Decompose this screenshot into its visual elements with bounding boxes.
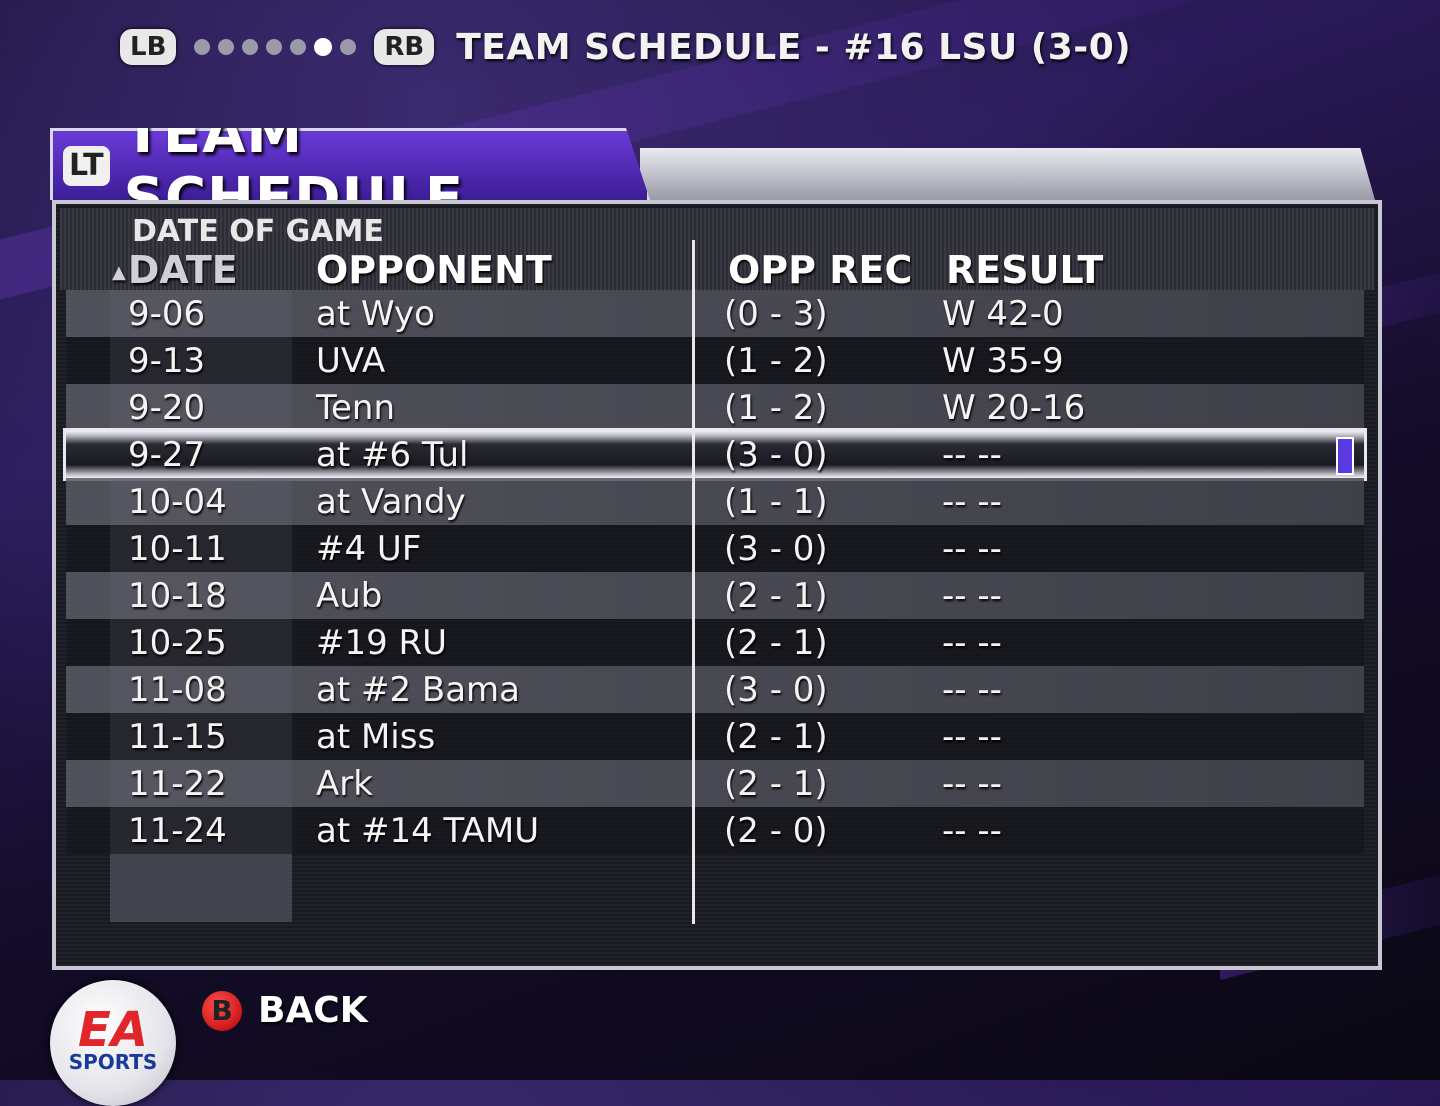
cell-date: 9-06 <box>128 293 206 334</box>
cell-date: 9-13 <box>128 340 206 381</box>
lb-button[interactable]: LB <box>120 29 177 65</box>
cell-opponent: at #2 Bama <box>316 669 521 710</box>
page-indicator <box>194 38 357 56</box>
cell-date: 11-22 <box>128 763 227 804</box>
table-row-selected[interactable]: 9-27 at #6 Tul (3 - 0) -- -- <box>63 428 1367 481</box>
cell-opponent: Ark <box>316 763 373 804</box>
cell-result: -- -- <box>942 669 1002 710</box>
cell-opp-rec: (3 - 0) <box>724 669 828 710</box>
column-header-result[interactable]: RESULT <box>946 248 1104 292</box>
page-dot <box>218 39 235 55</box>
page-dot <box>266 39 283 55</box>
table-row[interactable]: 9-13 UVA (1 - 2) W 35-9 <box>66 337 1364 384</box>
cell-date: 10-04 <box>128 481 227 522</box>
triangle-up-icon: ▲ <box>112 262 126 283</box>
tab-rail <box>640 148 1375 200</box>
table-row[interactable]: 10-25 #19 RU (2 - 1) -- -- <box>66 619 1364 666</box>
cell-date: 10-11 <box>128 528 227 569</box>
page-dot-active <box>314 38 333 56</box>
column-header-opponent[interactable]: OPPONENT <box>316 248 552 292</box>
b-button-icon: B <box>202 990 242 1031</box>
panel-title: TEAM SCHEDULE <box>123 100 465 231</box>
page-dot <box>340 39 357 55</box>
column-hint: DATE OF GAME <box>132 214 384 249</box>
cell-opponent: at #14 TAMU <box>316 810 540 851</box>
cell-result: -- -- <box>942 763 1002 804</box>
cell-result: -- -- <box>942 716 1002 757</box>
ea-sports-logo: EA SPORTS <box>50 980 176 1106</box>
cell-opp-rec: (1 - 2) <box>724 387 828 428</box>
cell-opponent: UVA <box>316 340 386 381</box>
cell-opp-rec: (2 - 1) <box>724 575 828 616</box>
cell-date: 11-24 <box>128 810 227 851</box>
cell-date: 10-18 <box>128 575 227 616</box>
cell-opponent: #4 UF <box>316 528 422 569</box>
scrollbar-thumb[interactable] <box>1336 437 1354 475</box>
cell-opponent: Aub <box>316 575 383 616</box>
cell-date: 9-20 <box>128 387 206 428</box>
column-header-date[interactable]: ▲DATE <box>112 248 238 292</box>
table-row[interactable]: 11-08 at #2 Bama (3 - 0) -- -- <box>66 666 1364 713</box>
table-row[interactable]: 11-22 Ark (2 - 1) -- -- <box>66 760 1364 807</box>
table-row[interactable]: 10-11 #4 UF (3 - 0) -- -- <box>66 525 1364 572</box>
back-button[interactable]: B BACK <box>202 990 368 1031</box>
cell-opp-rec: (3 - 0) <box>724 434 828 475</box>
screen-title: TEAM SCHEDULE - #16 LSU (3-0) <box>456 26 1132 68</box>
cell-date: 9-27 <box>128 434 206 475</box>
rb-button[interactable]: RB <box>374 29 435 65</box>
cell-result: -- -- <box>942 575 1002 616</box>
cell-opponent: at Miss <box>316 716 436 757</box>
cell-result: -- -- <box>942 810 1002 851</box>
cell-result: -- -- <box>942 481 1002 522</box>
cell-date: 10-25 <box>128 622 227 663</box>
schedule-panel: DATE OF GAME ▲DATE OPPONENT OPP REC RESU… <box>52 200 1382 970</box>
cell-date: 11-15 <box>128 716 227 757</box>
cell-opp-rec: (2 - 1) <box>724 763 828 804</box>
cell-opp-rec: (2 - 1) <box>724 716 828 757</box>
top-nav-bar: LB RB TEAM SCHEDULE - #16 LSU (3-0) <box>120 22 1131 72</box>
lt-button[interactable]: LT <box>63 145 110 186</box>
cell-opponent: at Vandy <box>316 481 466 522</box>
cell-result: W 35-9 <box>942 340 1064 381</box>
cell-opponent: #19 RU <box>316 622 448 663</box>
table-row[interactable]: 10-18 Aub (2 - 1) -- -- <box>66 572 1364 619</box>
page-dot <box>242 39 259 55</box>
panel-tab[interactable]: LT TEAM SCHEDULE <box>50 128 650 200</box>
table-row[interactable]: 10-04 at Vandy (1 - 1) -- -- <box>66 478 1364 525</box>
page-dot <box>290 39 307 55</box>
table-row[interactable]: 11-15 at Miss (2 - 1) -- -- <box>66 713 1364 760</box>
cell-opp-rec: (1 - 1) <box>724 481 828 522</box>
table-row[interactable]: 11-24 at #14 TAMU (2 - 0) -- -- <box>66 807 1364 854</box>
ea-logo-subtext: SPORTS <box>68 1050 158 1074</box>
cell-result: W 42-0 <box>942 293 1064 334</box>
column-header-opp-rec[interactable]: OPP REC <box>728 248 913 292</box>
back-label: BACK <box>258 990 368 1031</box>
cell-result: W 20-16 <box>942 387 1086 428</box>
cell-opponent: Tenn <box>316 387 396 428</box>
cell-opponent: at #6 Tul <box>316 434 469 475</box>
cell-result: -- -- <box>942 434 1002 475</box>
cell-opp-rec: (2 - 1) <box>724 622 828 663</box>
cell-opp-rec: (0 - 3) <box>724 293 828 334</box>
table-row[interactable]: 9-06 at Wyo (0 - 3) W 42-0 <box>66 290 1364 337</box>
cell-opp-rec: (3 - 0) <box>724 528 828 569</box>
cell-date: 11-08 <box>128 669 227 710</box>
cell-opp-rec: (2 - 0) <box>724 810 828 851</box>
page-dot <box>194 39 211 55</box>
cell-result: -- -- <box>942 622 1002 663</box>
column-divider <box>692 240 695 924</box>
table-row[interactable]: 9-20 Tenn (1 - 2) W 20-16 <box>66 384 1364 431</box>
table-header: DATE OF GAME ▲DATE OPPONENT OPP REC RESU… <box>60 208 1374 292</box>
column-header-date-label: DATE <box>127 248 238 292</box>
cell-result: -- -- <box>942 528 1002 569</box>
cell-opponent: at Wyo <box>316 293 435 334</box>
ea-logo-text: EA <box>78 1002 148 1058</box>
schedule-rows: 9-06 at Wyo (0 - 3) W 42-0 9-13 UVA (1 - 2) W 3… <box>63 290 1367 854</box>
cell-opp-rec: (1 - 2) <box>724 340 828 381</box>
